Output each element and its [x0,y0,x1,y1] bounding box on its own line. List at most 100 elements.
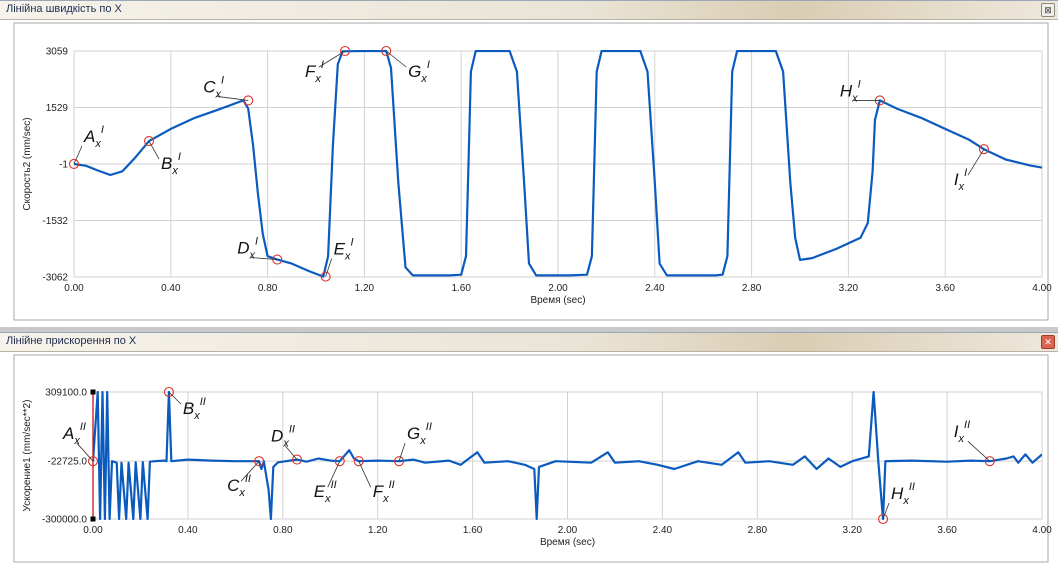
x-tick-label: 3.20 [839,283,859,294]
point-label: HxII [891,481,915,507]
x-tick-label: 4.00 [1032,525,1052,536]
x-tick-label: 4.00 [1032,283,1052,294]
point-marker [877,513,889,525]
series-line [74,50,1042,278]
point-marker [339,45,351,57]
point-letter: A [83,127,95,146]
x-tick-label: 2.00 [548,283,568,294]
x-tick-label: 2.80 [742,283,762,294]
y-tick-label: -3062 [42,273,68,284]
point-label: GxII [407,421,432,447]
series-line [93,391,1042,520]
point-leader [148,140,160,160]
point-leader [967,148,985,176]
point-leader [325,258,333,277]
x-tick-label: 3.60 [937,525,957,536]
point-marker [984,456,995,467]
point-letter: I [954,422,959,441]
point-marker [243,95,254,106]
velocity-window-titlebar[interactable]: Лінійна швидкість по X ⊠ [0,1,1058,20]
point-label: Ix II [954,419,970,445]
y-tick-label: -300000.0 [42,515,87,526]
point-superscript: II [80,421,86,433]
y-tick-label: 3059 [46,47,69,58]
x-tick-label: 1.20 [355,283,375,294]
x-tick-label: 1.60 [463,525,483,536]
point-subscript: x [324,493,331,505]
y-axis-end-marker [90,389,96,395]
point-marker [334,456,345,467]
point-label: IxI [954,167,967,193]
x-tick-label: 1.20 [368,525,388,536]
point-superscript: II [964,419,970,431]
point-superscript: I [101,124,104,136]
point-letter: D [237,239,249,258]
point-subscript: x [419,435,426,447]
point-superscript: II [389,479,395,491]
point-subscript: x [344,251,351,263]
point-marker [68,158,80,170]
point-leader [882,502,890,520]
point-label: BxII [183,396,206,422]
point-label: CxII [227,473,251,499]
point-leader [318,50,346,68]
y-axis-end-marker [90,516,96,522]
point-leader [168,391,182,405]
point-leader [385,50,407,68]
x-tick-label: 0.00 [64,283,84,294]
point-label: BxI [161,151,181,177]
velocity-chart: 0.00 0.40 0.80 1.20 1.60 2.00 2.40 2.80 3.20 3.60… [13,22,1052,321]
acceleration-window: Лінійне прискорення по X ✕ 0.00 0.40 0.80 1… [0,332,1058,567]
y-tick-label: -22725.0 [48,457,88,468]
point-letter: E [334,240,346,259]
point-letter: C [227,476,240,495]
acceleration-window-titlebar[interactable]: Лінійне прискорення по X ✕ [0,333,1058,352]
x-tick-label: 2.80 [748,525,768,536]
point-leader [73,145,83,165]
maximize-icon[interactable]: ⊠ [1041,3,1055,17]
x-tick-label: 2.40 [653,525,673,536]
point-superscript: II [200,396,206,408]
point-label: HxI [840,78,861,104]
point-superscript: I [221,74,224,86]
point-letter: H [891,484,904,503]
point-marker [163,386,174,398]
point-letter: F [305,62,317,81]
x-tick-label: 3.60 [935,283,955,294]
point-superscript: I [858,78,861,90]
point-label: GxI [408,59,430,85]
point-subscript: x [171,165,178,177]
point-letter: D [271,427,283,446]
point-subscript: x [420,73,427,85]
point-letter: H [840,81,853,100]
x-tick-label: 0.40 [161,283,181,294]
point-letter: I [954,170,959,189]
y-tick-label: 309100.0 [45,388,87,399]
close-icon[interactable]: ✕ [1041,335,1055,349]
point-marker [254,456,265,467]
point-marker [353,456,364,467]
point-letter: G [407,424,420,443]
point-leader [251,257,278,260]
point-superscript: I [351,237,354,249]
point-marker [143,136,155,147]
x-tick-label: 2.00 [558,525,578,536]
x-tick-label: 0.80 [258,283,278,294]
point-subscript: x [193,410,200,422]
x-tick-label: 0.80 [273,525,293,536]
x-tick-label: 0.00 [83,525,103,536]
point-subscript: x [282,438,289,450]
point-marker [381,45,392,57]
point-subscript: x [238,487,245,499]
point-label: FxI [305,59,324,85]
point-label: AxI [83,124,104,150]
point-superscript: I [964,167,967,179]
point-marker [291,454,303,465]
point-letter: A [62,424,74,443]
point-superscript: I [178,151,181,163]
point-label: ExII [314,479,337,505]
acceleration-window-title: Лінійне прискорення по X [6,335,137,347]
point-label: FxII [373,479,395,505]
point-superscript: I [427,59,430,71]
y-tick-label: -1532 [42,216,68,227]
